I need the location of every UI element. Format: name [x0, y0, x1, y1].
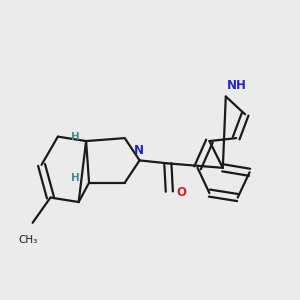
Text: N: N [134, 143, 144, 157]
Text: CH₃: CH₃ [19, 235, 38, 245]
Text: O: O [177, 186, 187, 199]
Text: NH: NH [227, 79, 247, 92]
Text: H: H [71, 173, 80, 183]
Text: H: H [71, 132, 80, 142]
